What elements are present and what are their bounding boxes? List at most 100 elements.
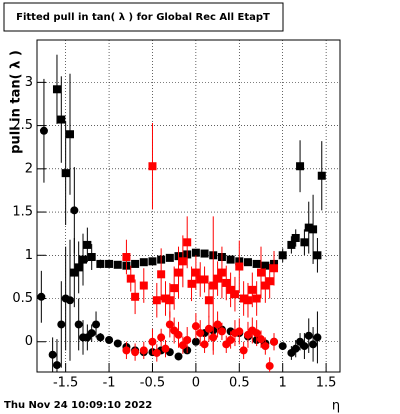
point [204,324,213,333]
point [170,284,179,293]
point [261,342,270,351]
point [243,296,252,305]
point [243,258,252,267]
point [122,346,131,355]
point [191,322,200,331]
point [291,344,300,353]
point [217,327,226,336]
point [235,327,244,336]
point [261,281,270,290]
point [83,240,92,249]
point [287,240,296,249]
point [74,320,83,329]
y-tick-label: 0.5 [12,291,33,306]
point [261,261,270,270]
point [278,251,287,260]
point [304,223,313,232]
point [191,337,200,346]
point [204,296,213,305]
point [131,348,140,357]
chart-title: Fitted pull in tan( λ ) for Global Rec A… [16,12,270,23]
point [222,278,231,287]
point [178,257,187,266]
x-tick-label: 1 [279,376,287,391]
x-tick-label: -0.5 [140,376,165,391]
point [226,336,235,345]
point [239,346,248,355]
point [248,285,257,294]
point [226,285,235,294]
point [187,279,196,288]
point [270,264,279,273]
timestamp: Thu Nov 24 10:09:10 2022 [4,400,152,411]
x-tick-label: -1.5 [53,376,78,391]
point [131,259,140,268]
point [157,333,166,342]
x-axis-label: η [332,399,340,414]
point [296,162,305,171]
point [48,350,57,359]
y-tick-label: 1.5 [12,205,33,220]
point [113,260,122,269]
x-tick-label: 0 [192,376,200,391]
point [300,238,309,247]
point [165,253,174,262]
point [256,268,265,277]
point [300,342,309,351]
point [291,233,300,242]
point [317,171,326,180]
point [139,258,148,267]
point [161,294,170,303]
title-box [3,2,284,32]
point [87,329,96,338]
point [226,255,235,264]
y-tick-label: 2.5 [12,118,33,133]
point [213,320,222,329]
point [96,333,105,342]
point [105,259,114,268]
point [39,126,48,135]
point [87,253,96,262]
point [174,352,183,361]
point [313,333,322,342]
point [157,270,166,279]
point [126,274,135,283]
point [256,335,265,344]
point [213,274,222,283]
point [70,206,79,215]
point [148,257,157,266]
y-axis-label: pull in tan( λ ) [9,50,24,154]
point [174,268,183,277]
point [235,262,244,271]
y-tick-label: 3 [25,75,33,90]
point [252,259,261,268]
point [92,320,101,329]
point [309,225,318,234]
point [196,329,205,338]
point [313,251,322,260]
point [265,361,274,370]
point [152,296,161,305]
point [70,268,79,277]
point [217,268,226,277]
point [230,290,239,299]
point [200,249,209,258]
point [148,162,157,171]
point [148,337,157,346]
point [57,320,66,329]
x-tick-label: 1.5 [316,376,337,391]
point [239,294,248,303]
point [183,238,192,247]
point [196,275,205,284]
point [174,330,183,339]
x-tick-label: -1 [103,376,116,391]
y-tick-label: 2 [25,161,33,176]
point [183,336,192,345]
point [209,333,218,342]
point [122,253,131,262]
point [191,248,200,257]
y-tick-label: 1 [25,248,33,263]
point [113,339,122,348]
point [52,85,61,94]
point [165,320,174,329]
